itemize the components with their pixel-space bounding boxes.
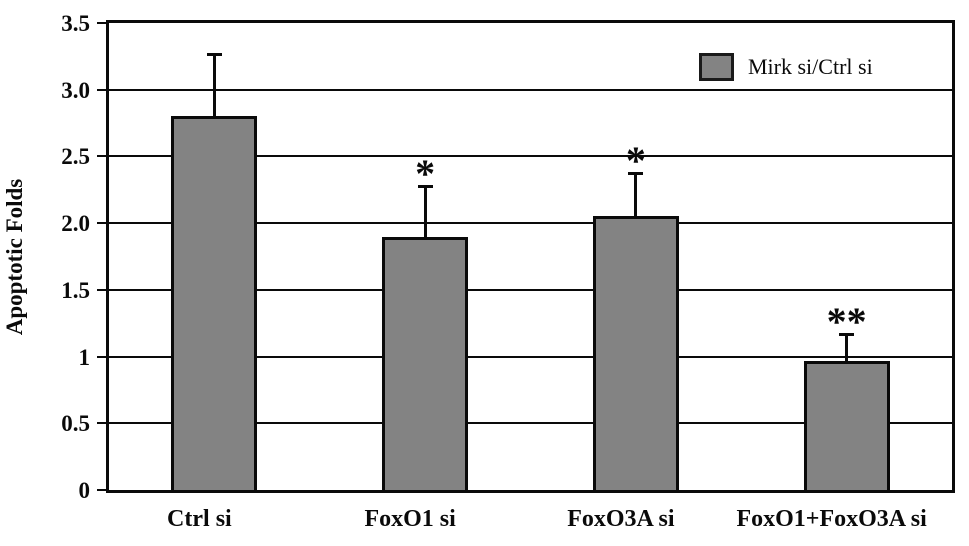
- x-category-label: FoxO1 si: [364, 506, 456, 532]
- bar-FoxO1+FoxO3A si: [803, 360, 890, 490]
- legend: Mirk si/Ctrl si: [699, 53, 873, 81]
- significance-marker: *: [625, 137, 646, 183]
- y-tick-mark: [97, 88, 106, 91]
- error-bar-line: [845, 335, 849, 361]
- gridline-0.5: [109, 422, 952, 425]
- error-bar-cap: [206, 53, 222, 57]
- y-tick-label: 1.5: [61, 277, 90, 303]
- y-tick-mark: [97, 355, 106, 358]
- gridline-3.0: [109, 88, 952, 91]
- y-tick-mark: [97, 422, 106, 425]
- gridline-2.0: [109, 222, 952, 225]
- y-tick-mark: [97, 155, 106, 158]
- legend-swatch: [699, 53, 734, 81]
- y-tick-label: 3.5: [61, 11, 90, 36]
- y-tick-label: 0: [78, 478, 91, 503]
- y-tick-label: 2.5: [61, 144, 90, 170]
- y-axis-title: Apoptotic Folds: [2, 178, 27, 336]
- error-bar-cap: [839, 333, 855, 337]
- y-tick-label: 1: [78, 344, 91, 370]
- gridline-2.5: [109, 155, 952, 158]
- error-bar-cap: [417, 185, 433, 189]
- x-category-label: Ctrl si: [167, 506, 232, 532]
- y-tick-mark: [97, 288, 106, 291]
- y-tick-label: 0.5: [61, 411, 90, 437]
- significance-marker: **: [826, 299, 867, 345]
- gridline-1.5: [109, 288, 952, 291]
- plot-area: Mirk si/Ctrl si: [106, 20, 955, 493]
- error-bar-line: [423, 187, 427, 237]
- x-category-label: FoxO1+FoxO3A si: [736, 506, 927, 532]
- y-tick-mark: [97, 489, 106, 491]
- bar-Ctrl si: [171, 116, 258, 490]
- significance-marker: *: [415, 151, 436, 197]
- y-tick-mark: [97, 22, 106, 24]
- x-category-label: FoxO3A si: [567, 506, 675, 532]
- error-bar-line: [212, 55, 216, 117]
- bar-FoxO3A si: [592, 216, 679, 490]
- error-bar-cap: [628, 171, 644, 175]
- y-tick-label: 2.0: [61, 211, 90, 237]
- bar-FoxO1 si: [382, 236, 469, 490]
- y-tick-label: 3.0: [61, 77, 90, 103]
- gridline-1: [109, 355, 952, 358]
- y-tick-mark: [97, 222, 106, 225]
- error-bar-line: [634, 173, 638, 217]
- legend-label: Mirk si/Ctrl si: [748, 54, 873, 79]
